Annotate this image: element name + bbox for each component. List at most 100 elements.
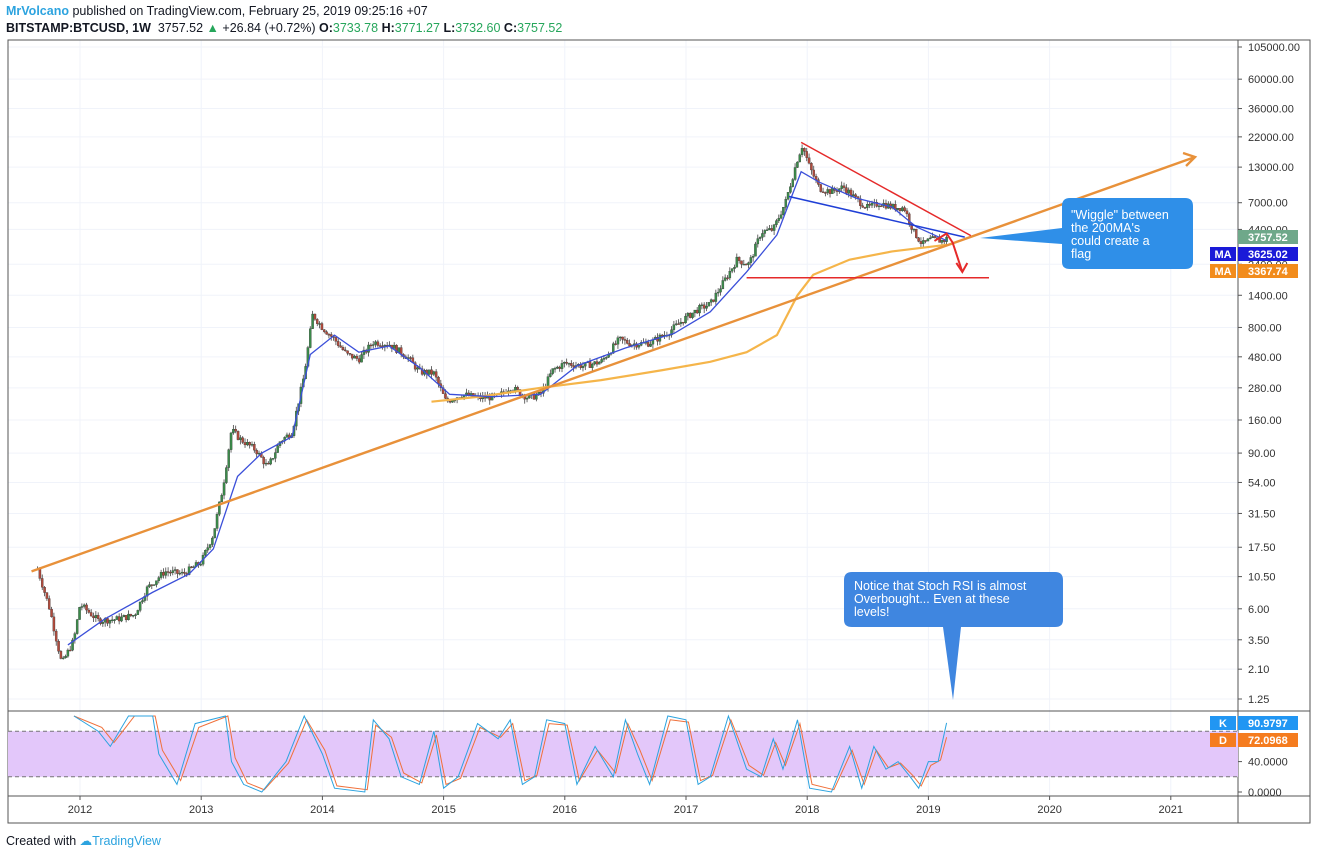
tradingview-logo-icon: ☁ bbox=[79, 834, 93, 848]
price-tick-label: 90.00 bbox=[1248, 448, 1276, 460]
candle-body bbox=[47, 598, 51, 610]
candle-body bbox=[698, 305, 701, 314]
candle-body bbox=[705, 306, 708, 309]
wiggle-callout-bubble bbox=[980, 198, 1193, 269]
candle-body bbox=[877, 205, 881, 208]
price-tick-label: 17.50 bbox=[1248, 542, 1276, 554]
candle-body bbox=[570, 363, 573, 366]
candle-body bbox=[309, 328, 312, 348]
candle-body bbox=[117, 616, 121, 622]
stoch-callout[interactable]: Notice that Stoch RSI is almost Overboug… bbox=[844, 572, 1063, 700]
candle-body bbox=[761, 233, 764, 238]
wiggle-line-1: "Wiggle" between bbox=[1071, 208, 1169, 222]
candle-body bbox=[719, 288, 722, 293]
stoch-d-tag-value-bg bbox=[1238, 733, 1298, 747]
candle-body bbox=[922, 240, 925, 244]
candle-body bbox=[933, 236, 937, 238]
candle-body bbox=[600, 359, 603, 363]
candle-body bbox=[222, 482, 226, 496]
candle-body bbox=[369, 344, 373, 347]
candle-body bbox=[52, 616, 56, 632]
candle-body bbox=[155, 580, 158, 585]
candle-body bbox=[525, 397, 529, 400]
candle-body bbox=[183, 571, 186, 574]
candle-body bbox=[78, 607, 81, 620]
author-link[interactable]: MrVolcano bbox=[6, 4, 69, 18]
candle-body bbox=[68, 649, 72, 652]
ohlc-line: BITSTAMP:BTCUSD, 1W 3757.52 ▲ +26.84 (+0… bbox=[6, 20, 562, 37]
candle-body bbox=[392, 344, 396, 349]
candle-body bbox=[350, 353, 354, 359]
price-tick-label: 22000.00 bbox=[1248, 132, 1294, 144]
candle-body bbox=[898, 208, 902, 211]
symbol-label: BITSTAMP:BTCUSD, 1W bbox=[6, 21, 151, 35]
drawings[interactable] bbox=[31, 141, 1198, 573]
price-tick-label: 7000.00 bbox=[1248, 198, 1288, 210]
candle-body bbox=[929, 237, 932, 240]
price-tick-label: 31.50 bbox=[1248, 508, 1276, 520]
low-value: 3732.60 bbox=[455, 21, 501, 35]
candle-body bbox=[686, 313, 690, 317]
candle-body bbox=[779, 214, 783, 219]
wiggle-callout[interactable]: "Wiggle" between the 200MA's could creat… bbox=[980, 198, 1193, 269]
candle-body bbox=[758, 237, 762, 239]
high-value: 3771.27 bbox=[394, 21, 440, 35]
candle-body bbox=[945, 236, 948, 242]
price-tick-label: 160.00 bbox=[1248, 415, 1282, 427]
candle-body bbox=[742, 263, 746, 266]
candle-body bbox=[807, 157, 811, 164]
stoch-k-line bbox=[73, 714, 948, 793]
candle-body bbox=[931, 236, 934, 239]
stoch-d-tag-label-bg bbox=[1210, 733, 1236, 747]
tradingview-brand-link[interactable]: TradingView bbox=[92, 834, 161, 848]
candle-body bbox=[798, 154, 801, 163]
price-tick-label: 480.00 bbox=[1248, 352, 1282, 364]
candle-body bbox=[915, 228, 918, 238]
candle-body bbox=[444, 393, 447, 399]
candle-body bbox=[852, 194, 855, 197]
time-axis[interactable]: 2012 2013 2014 2015 2016 2017 2018 2019 2020 2021 bbox=[68, 796, 1183, 816]
ma-fast-line bbox=[67, 170, 947, 646]
candle-body bbox=[840, 185, 843, 189]
time-tick-label: 2013 bbox=[189, 804, 213, 816]
candle-body bbox=[535, 394, 538, 400]
candle-body bbox=[227, 449, 230, 468]
candle-body bbox=[747, 262, 750, 265]
candle-body bbox=[681, 321, 685, 324]
wiggle-line-3: could create a bbox=[1071, 234, 1150, 248]
footer: Created with ☁TradingView bbox=[6, 833, 161, 848]
candle-body bbox=[75, 619, 79, 634]
stoch-rsi-pane[interactable] bbox=[8, 714, 1238, 793]
candle-body bbox=[82, 604, 86, 607]
candle-body bbox=[730, 268, 734, 272]
price-tick-label: 105000.00 bbox=[1248, 42, 1300, 54]
axis-tags: 3757.52 MA 3625.02 MA 3367.74 K 90.9797 D 72.096… bbox=[1210, 230, 1298, 747]
candle-body bbox=[225, 467, 228, 483]
candle-body bbox=[262, 457, 265, 465]
candle-body bbox=[169, 571, 172, 574]
candle-body bbox=[357, 358, 361, 363]
candle-body bbox=[616, 337, 620, 345]
price-tick-label: 10.50 bbox=[1248, 572, 1276, 584]
price-axis[interactable]: 105000.00 60000.00 36000.00 22000.00 13000.0… bbox=[1238, 42, 1300, 799]
ma-fast-tag-label: MA bbox=[1214, 249, 1231, 261]
candle-body bbox=[416, 367, 419, 370]
candle-body bbox=[374, 341, 377, 345]
candle-body bbox=[819, 184, 822, 192]
candle-body bbox=[38, 568, 42, 579]
candle-body bbox=[336, 341, 340, 346]
wiggle-line-4: flag bbox=[1071, 247, 1091, 261]
candle-body bbox=[271, 458, 275, 460]
candle-body bbox=[141, 600, 144, 603]
price-pane[interactable] bbox=[36, 144, 948, 660]
stoch-d-tag-label: D bbox=[1219, 735, 1227, 747]
candle-body bbox=[660, 334, 664, 337]
candle-body bbox=[176, 569, 179, 574]
candle-body bbox=[243, 442, 247, 446]
candle-body bbox=[805, 151, 808, 158]
candle-body bbox=[59, 651, 63, 659]
candle-body bbox=[821, 191, 825, 193]
stoch-callout-text: Notice that Stoch RSI is almost Overboug… bbox=[854, 579, 1030, 619]
candle-body bbox=[220, 495, 223, 503]
